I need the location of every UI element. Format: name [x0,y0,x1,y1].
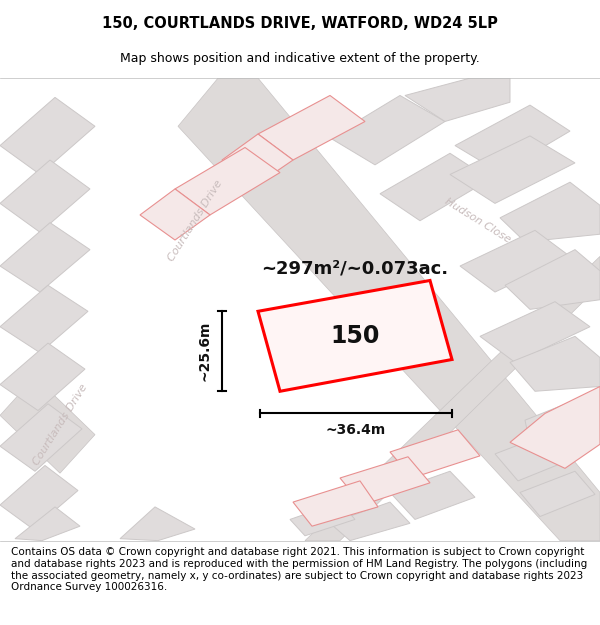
Polygon shape [0,377,95,473]
Polygon shape [510,336,600,391]
Polygon shape [510,386,600,468]
Polygon shape [175,148,280,215]
Polygon shape [178,78,600,541]
Text: Map shows position and indicative extent of the property.: Map shows position and indicative extent… [120,52,480,65]
Polygon shape [330,96,445,165]
Polygon shape [305,256,600,541]
Polygon shape [520,471,595,516]
Polygon shape [120,507,195,541]
Text: Contains OS data © Crown copyright and database right 2021. This information is : Contains OS data © Crown copyright and d… [11,548,587,592]
Polygon shape [390,430,480,478]
Polygon shape [0,98,95,174]
Polygon shape [460,231,570,292]
Polygon shape [480,302,590,362]
Polygon shape [222,134,293,186]
Text: ~25.6m: ~25.6m [198,321,212,381]
Polygon shape [455,105,570,172]
Polygon shape [405,78,510,121]
Polygon shape [258,96,365,160]
Text: Courtlands Drive: Courtlands Drive [166,178,224,263]
Polygon shape [0,404,82,471]
Polygon shape [0,222,90,292]
Text: 150, COURTLANDS DRIVE, WATFORD, WD24 5LP: 150, COURTLANDS DRIVE, WATFORD, WD24 5LP [102,16,498,31]
Polygon shape [390,471,475,519]
Polygon shape [290,502,355,536]
Text: 150: 150 [331,324,380,348]
Polygon shape [450,136,575,203]
Text: ~297m²/~0.073ac.: ~297m²/~0.073ac. [262,260,449,278]
Polygon shape [0,285,88,352]
Polygon shape [258,281,452,391]
Polygon shape [0,343,85,411]
Polygon shape [525,394,600,444]
Polygon shape [0,160,90,232]
Polygon shape [293,481,378,526]
Polygon shape [500,182,600,242]
Polygon shape [495,430,580,481]
Polygon shape [15,507,80,541]
Text: ~36.4m: ~36.4m [326,423,386,437]
Polygon shape [0,466,78,529]
Polygon shape [140,189,210,240]
Polygon shape [330,502,410,541]
Polygon shape [505,249,600,309]
Text: Courtlands Drive: Courtlands Drive [31,382,89,468]
Polygon shape [340,457,430,505]
Polygon shape [380,153,490,221]
Text: Hudson Close: Hudson Close [443,196,513,245]
